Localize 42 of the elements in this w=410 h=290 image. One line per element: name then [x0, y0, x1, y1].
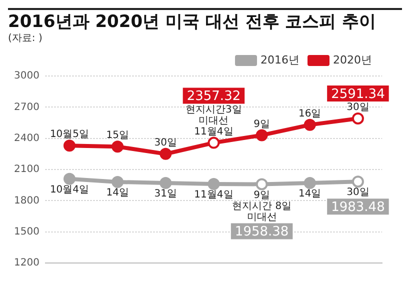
point [63, 140, 76, 152]
annotation: 9일 현지시간 8일 미대선 [232, 190, 292, 223]
data-label: 2591.34 [331, 86, 385, 102]
annotation: 14일 [106, 188, 129, 199]
point [63, 172, 76, 185]
point [160, 148, 172, 160]
legend-label: 2020년 [333, 53, 372, 66]
data-label: 1983.48 [331, 200, 385, 215]
annotation: 31일 [154, 188, 178, 200]
point [256, 178, 268, 190]
point [208, 136, 220, 149]
annotation: 16일 [298, 108, 322, 120]
annotation: 15일 [106, 130, 129, 142]
y-tick-label: 2700 [14, 102, 40, 113]
chart-subtitle: (자료: ) [8, 33, 44, 45]
point [112, 140, 124, 153]
point [112, 176, 124, 188]
point [352, 176, 364, 188]
point [304, 177, 316, 190]
point [160, 177, 172, 190]
y-tick-label: 1800 [14, 195, 40, 206]
y-tick-label: 1500 [14, 226, 40, 238]
y-tick-label: 2400 [14, 132, 40, 144]
y-tick-label: 1200 [14, 258, 40, 269]
point [304, 118, 316, 131]
chart-title: 2016년과 2020년 미국 대선 전후 코스피 추이 [8, 12, 378, 33]
annotation: 30일 [346, 187, 370, 198]
point [256, 129, 268, 142]
data-label: 1958.38 [234, 224, 289, 240]
point [208, 178, 220, 190]
annotation: 30일 [154, 138, 178, 149]
annotation: 11월4일 [194, 190, 234, 201]
annotation: 9일 [254, 118, 270, 130]
annotation: 14일 [298, 188, 322, 200]
point [352, 112, 364, 124]
annotation: 30일 [346, 102, 370, 114]
legend-label: 2016년 [260, 53, 300, 66]
y-tick-label: 3000 [14, 70, 40, 82]
data-label: 2357.32 [186, 89, 241, 104]
annotation: 10월5일 [50, 129, 90, 140]
y-tick-label: 2100 [14, 164, 40, 176]
annotation: 10월4일 [50, 184, 90, 196]
